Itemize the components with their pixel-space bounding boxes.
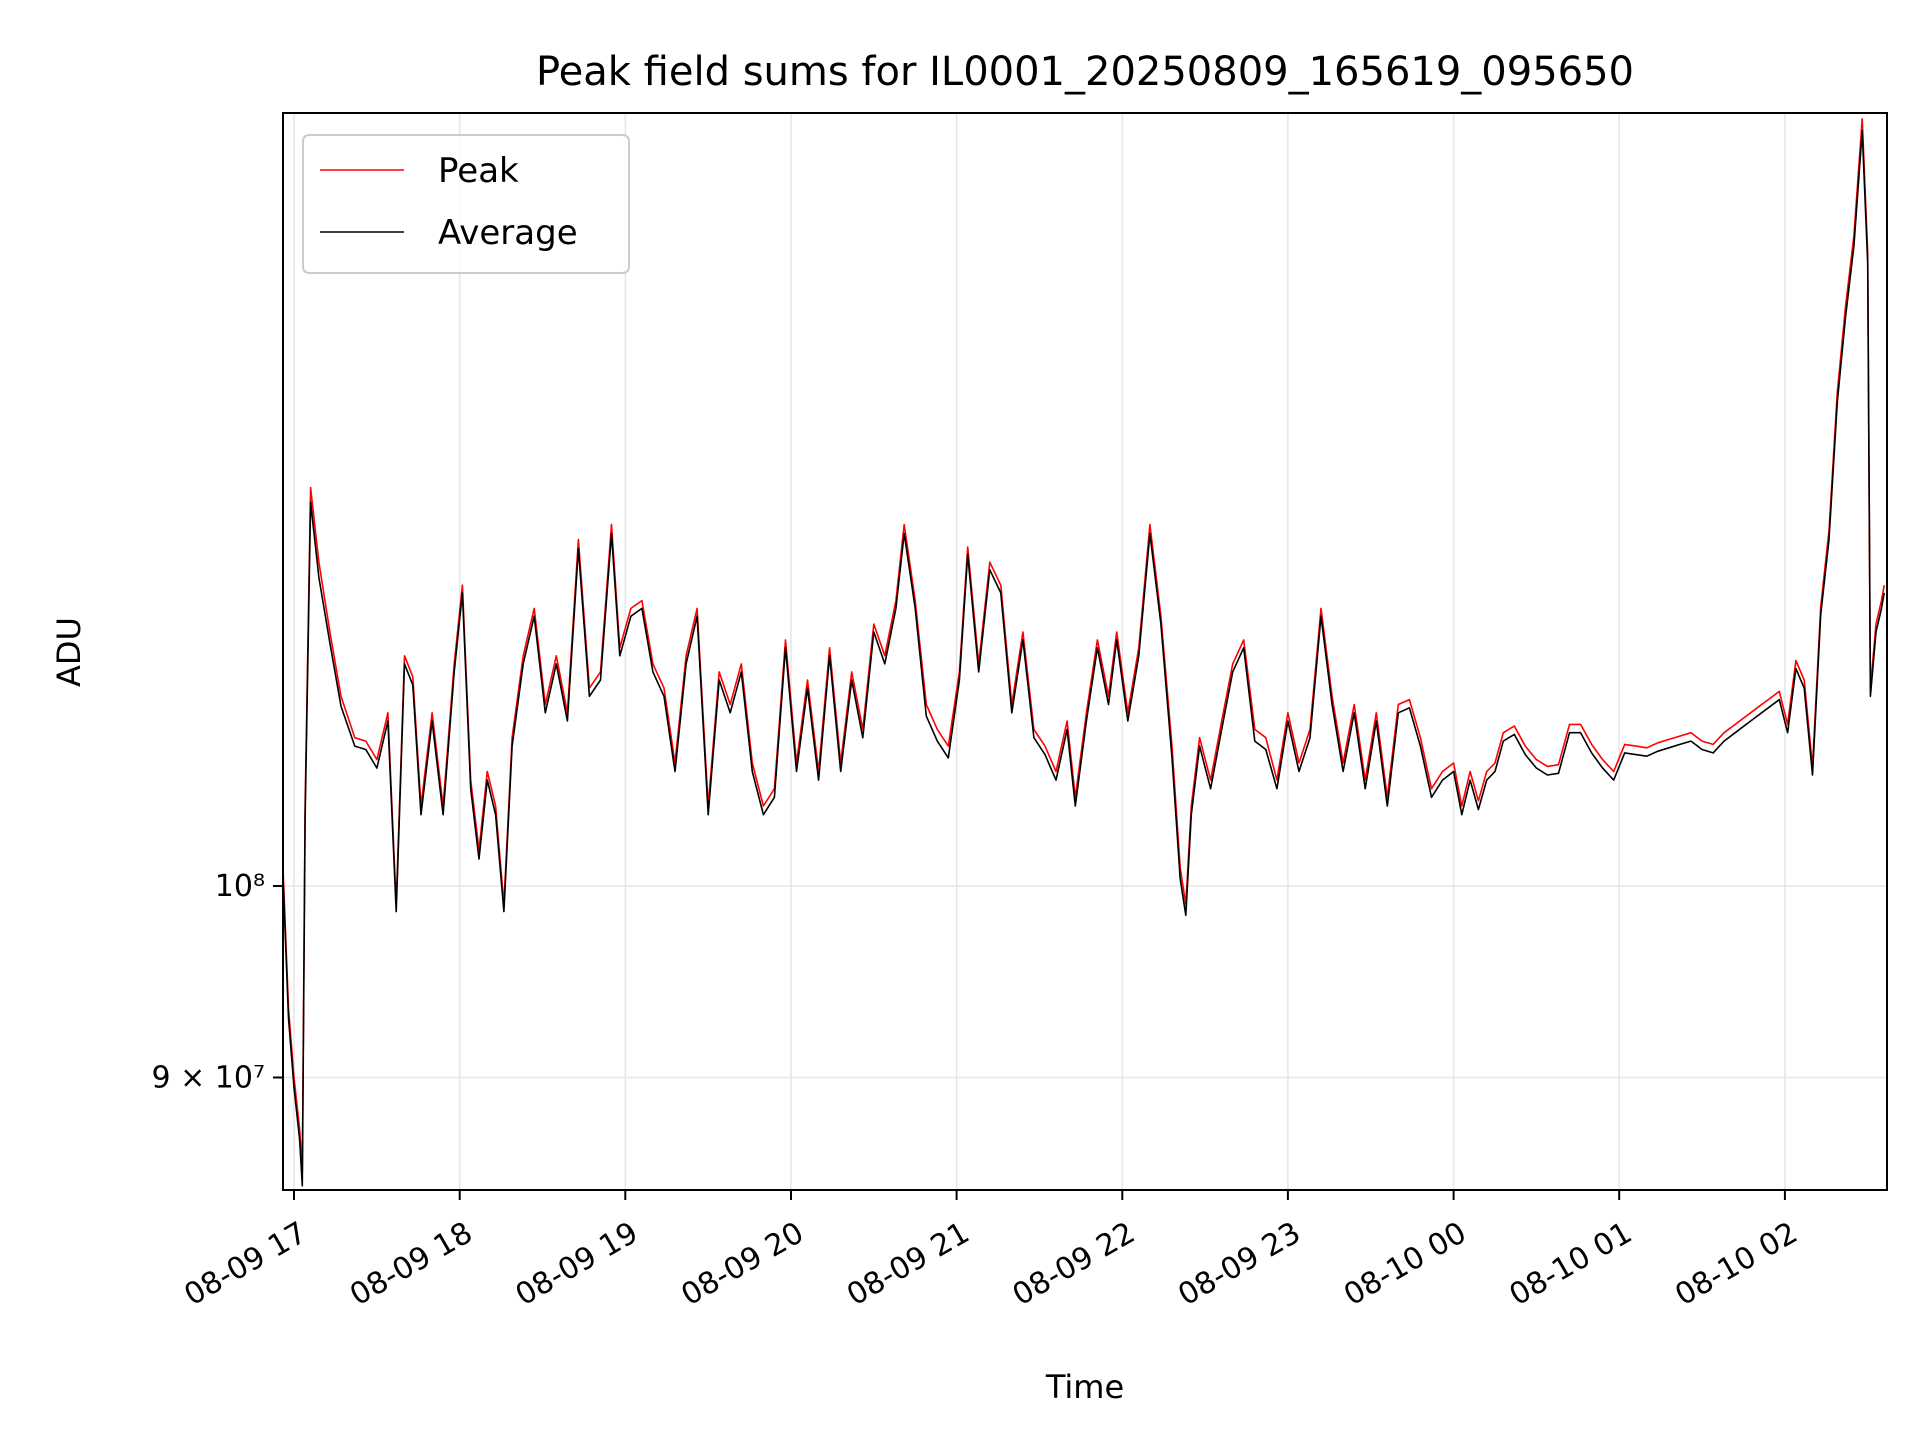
y-axis-label: ADU [50, 617, 88, 687]
legend: Peak Average [302, 134, 630, 274]
y-tick-label: 9 × 10⁷ [152, 1061, 266, 1096]
legend-label-peak: Peak [438, 151, 519, 191]
chart-title: Peak field sums for IL0001_20250809_1656… [536, 49, 1634, 95]
x-axis-label: Time [1045, 1368, 1124, 1406]
series-layer [282, 118, 1885, 1187]
legend-label-average: Average [438, 213, 578, 253]
y-axis: 9 × 10⁷ 10⁸ [152, 869, 283, 1096]
y-tick-label: 10⁸ [215, 869, 265, 904]
grid [283, 113, 1887, 1190]
plot-frame [282, 112, 1888, 1191]
series-line-average [282, 130, 1885, 1187]
